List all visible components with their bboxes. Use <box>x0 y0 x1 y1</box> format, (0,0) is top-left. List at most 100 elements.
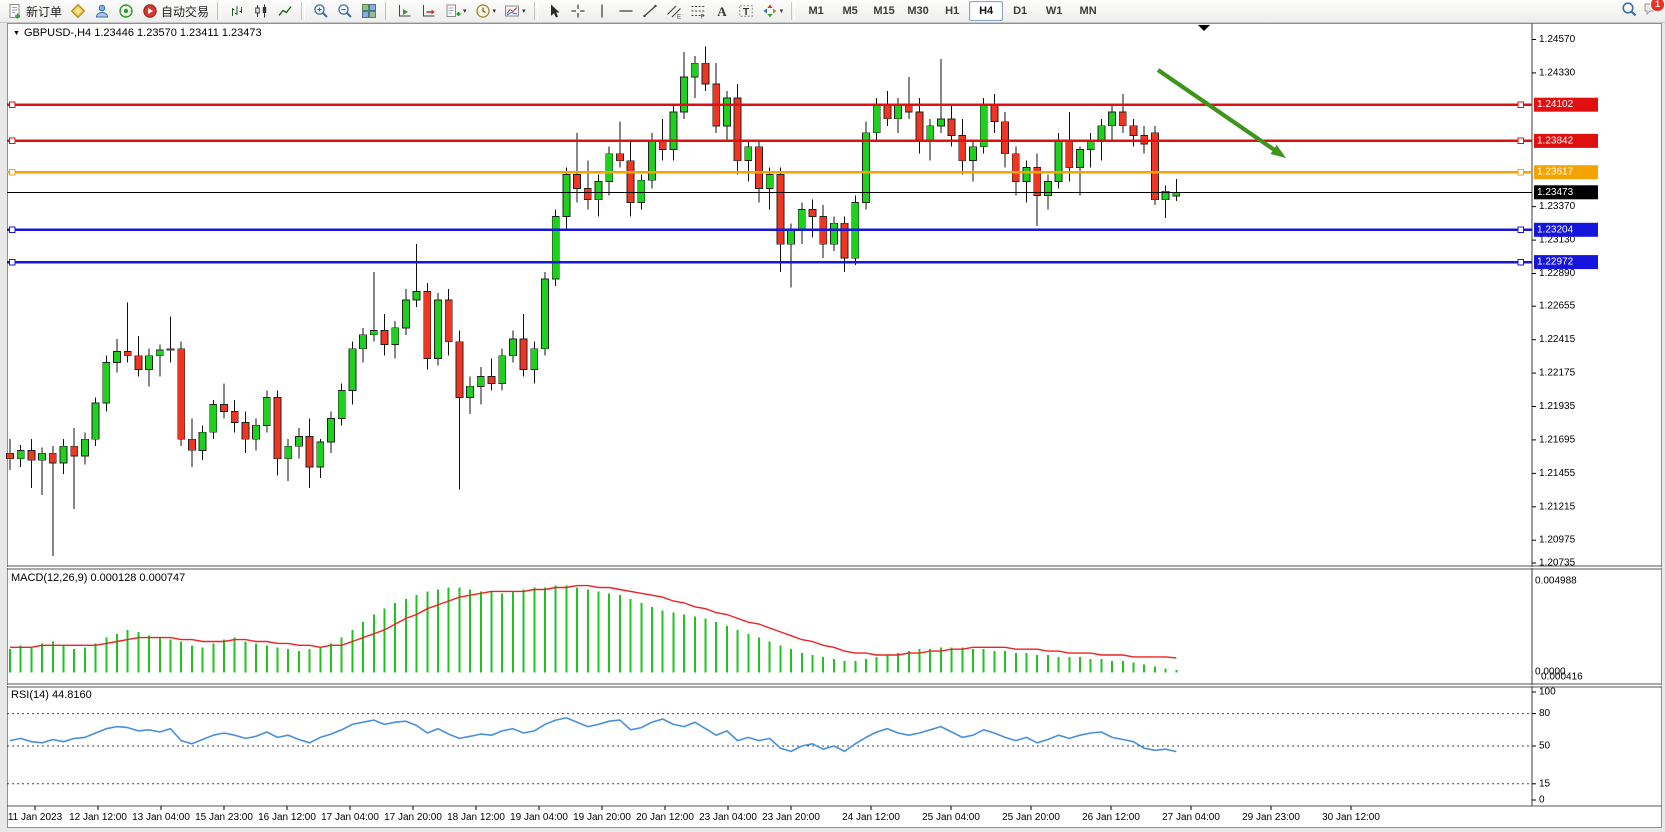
toolbar-separator <box>217 2 222 20</box>
toolbar-button-arrows[interactable]: ▾ <box>758 0 788 22</box>
toolbar-button-label: 新订单 <box>26 4 63 19</box>
line-handle[interactable] <box>1517 168 1525 176</box>
auto-trading-icon <box>142 3 158 19</box>
toolbar-button-bar-chart[interactable] <box>225 0 249 22</box>
svg-text:100: 100 <box>1539 687 1556 698</box>
line-handle[interactable] <box>9 137 16 145</box>
chart-title-text: GBPUSD-,H4 1.23446 1.23570 1.23411 1.234… <box>23 27 262 39</box>
main-toolbar: 新订单 自动交易 ▾ ▾ ▾ E F A T ▾ M1 M5 M15 M30 H1 H4 D1 W1 MN 1 <box>0 0 1665 23</box>
svg-text:15 Jan 23:00: 15 Jan 23:00 <box>195 812 253 823</box>
rsi-levels <box>7 713 1532 785</box>
timeframe-button-mn[interactable]: MN <box>1079 5 1097 17</box>
timeframe-button-m1[interactable]: M1 <box>808 5 824 17</box>
svg-text:18 Jan 12:00: 18 Jan 12:00 <box>447 812 505 823</box>
line-handle[interactable] <box>1517 226 1525 234</box>
pane-splitter[interactable] <box>7 565 1662 570</box>
line-handle[interactable] <box>9 101 16 109</box>
dropdown-caret-icon[interactable]: ▾ <box>492 8 497 15</box>
toolbar-button-fibonacci-retracement[interactable]: F <box>686 0 710 22</box>
toolbar-button-new-order[interactable]: 新订单 <box>3 0 66 22</box>
svg-text:20 Jan 12:00: 20 Jan 12:00 <box>636 812 694 823</box>
pane-splitter[interactable] <box>7 683 1662 688</box>
svg-text:1.22175: 1.22175 <box>1539 368 1576 379</box>
toolbar-button-new-chart[interactable]: ▾ <box>441 0 471 22</box>
line-handle[interactable] <box>1517 137 1525 145</box>
toolbar-button-zoom-out[interactable] <box>333 0 357 22</box>
chevron-down-icon[interactable]: ▼ <box>13 30 20 37</box>
timeframe-button-h1[interactable]: H1 <box>945 5 960 17</box>
bar-chart-icon <box>229 3 245 19</box>
toolbar-button-equidistant-channel[interactable]: E <box>662 0 686 22</box>
toolbar-button-auto-scroll[interactable] <box>393 0 417 22</box>
line-handle[interactable] <box>9 226 16 234</box>
rsi-indicator-label: RSI(14) 44.8160 <box>11 689 92 701</box>
timeframe-button-d1[interactable]: D1 <box>1013 5 1028 17</box>
svg-text:12 Jan 12:00: 12 Jan 12:00 <box>69 812 127 823</box>
toolbar-button-candlestick-chart[interactable] <box>249 0 273 22</box>
toolbar-button-cursor[interactable] <box>542 0 566 22</box>
svg-text:1.23130: 1.23130 <box>1539 235 1576 246</box>
toolbar-separator <box>301 2 306 20</box>
toolbar-button-text[interactable]: A <box>710 0 734 22</box>
toolbar-button-horizontal-line[interactable] <box>614 0 638 22</box>
line-handle[interactable] <box>1517 258 1525 266</box>
chart-shift-marker[interactable] <box>1198 25 1210 31</box>
toolbar-button-text-label[interactable]: T <box>734 0 758 22</box>
trend-arrow-annotation[interactable] <box>1156 68 1286 158</box>
line-handle[interactable] <box>1517 101 1525 109</box>
svg-text:11 Jan 2023: 11 Jan 2023 <box>8 812 63 823</box>
svg-text:24 Jan 12:00: 24 Jan 12:00 <box>842 812 900 823</box>
dropdown-caret-icon[interactable]: ▾ <box>463 8 467 15</box>
dropdown-caret-icon[interactable]: ▾ <box>779 8 784 15</box>
svg-text:80: 80 <box>1539 708 1551 719</box>
toolbar-button-line-chart[interactable] <box>273 0 297 22</box>
toolbar-button-zoom-in[interactable] <box>309 0 333 22</box>
timeframe-button-h4[interactable]: H4 <box>969 1 1004 21</box>
toolbar-button-periodicity[interactable]: ▾ <box>471 0 501 22</box>
new-order-icon <box>7 3 23 19</box>
svg-text:1.23617: 1.23617 <box>1537 167 1574 178</box>
svg-text:A: A <box>717 4 727 19</box>
svg-text:1.21455: 1.21455 <box>1539 468 1576 479</box>
notification-badge: 1 <box>1650 0 1665 12</box>
timeframe-button-w1[interactable]: W1 <box>1045 5 1063 17</box>
timeframe-button-m5[interactable]: M5 <box>842 5 858 17</box>
svg-text:17 Jan 20:00: 17 Jan 20:00 <box>384 812 442 823</box>
auto-scroll-icon <box>397 3 413 19</box>
dropdown-caret-icon[interactable]: ▾ <box>522 8 526 15</box>
svg-text:1.22972: 1.22972 <box>1537 257 1574 268</box>
toolbar-button-signals[interactable] <box>114 0 138 22</box>
toolbar-button-crosshair[interactable] <box>566 0 590 22</box>
tile-windows-icon <box>361 3 377 19</box>
svg-text:19 Jan 20:00: 19 Jan 20:00 <box>573 812 631 823</box>
rsi-axis: 100 80 50 15 0 <box>1532 687 1556 806</box>
toolbar-button-auto-trading[interactable]: 自动交易 <box>138 0 213 22</box>
svg-text:1.21695: 1.21695 <box>1539 434 1576 445</box>
toolbar-button-chart-window[interactable] <box>66 0 90 22</box>
chat-icon[interactable]: 1 <box>1643 0 1665 22</box>
toolbar-button-trendline[interactable] <box>638 0 662 22</box>
line-handle[interactable] <box>9 168 16 176</box>
toolbar-button-vertical-line[interactable] <box>590 0 614 22</box>
toolbar-button-market-watch[interactable] <box>90 0 114 22</box>
vertical-line-icon <box>594 3 610 19</box>
cursor-icon <box>546 3 562 19</box>
svg-text:1.24330: 1.24330 <box>1539 67 1576 78</box>
toolbar-button-templates[interactable]: ▾ <box>500 0 530 22</box>
svg-text:1.22890: 1.22890 <box>1539 268 1576 279</box>
line-handle[interactable] <box>9 258 16 266</box>
toolbar-button-tile-windows[interactable] <box>357 0 381 22</box>
svg-text:0: 0 <box>1539 795 1545 806</box>
svg-text:T: T <box>743 7 749 18</box>
timeframe-button-m15[interactable]: M15 <box>873 5 895 17</box>
line-chart-icon <box>277 3 293 19</box>
new-chart-icon <box>445 3 461 19</box>
timeframe-button-m30[interactable]: M30 <box>907 5 929 17</box>
text-label-icon: T <box>738 3 754 19</box>
svg-text:27 Jan 04:00: 27 Jan 04:00 <box>1162 812 1220 823</box>
search-icon[interactable] <box>1621 1 1637 22</box>
toolbar-button-chart-shift[interactable] <box>417 0 441 22</box>
svg-text:23 Jan 20:00: 23 Jan 20:00 <box>762 812 820 823</box>
